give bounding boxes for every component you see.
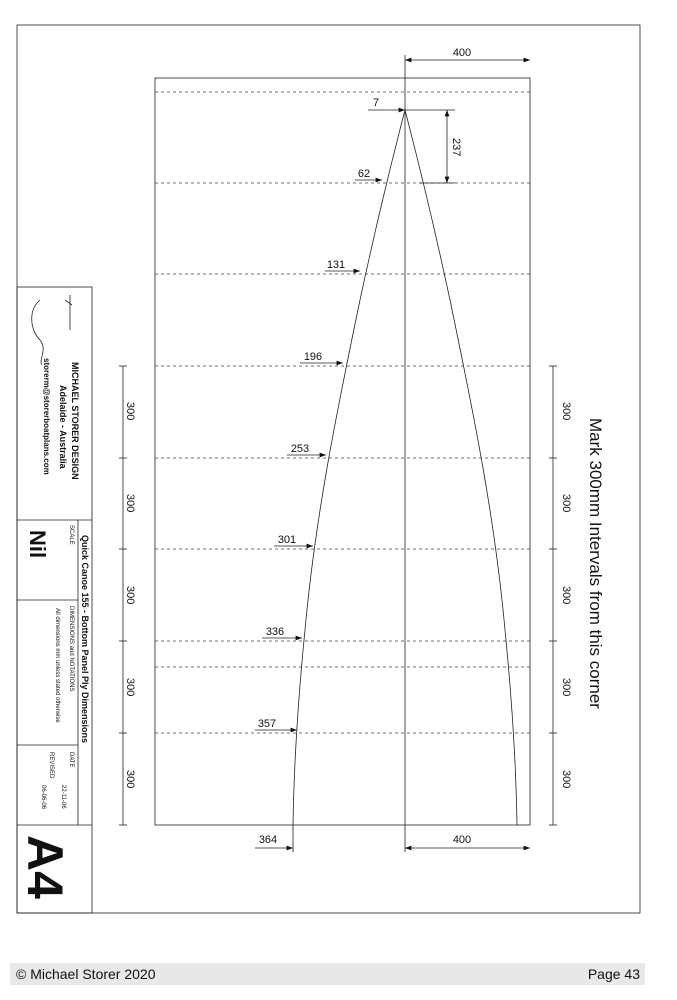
title-block (16, 286, 93, 914)
dimension-label: 237 (450, 138, 462, 156)
revised: 06-06-06 (40, 785, 46, 810)
station-lines (155, 91, 530, 734)
interval-label: 300 (124, 494, 136, 512)
interval-label: 300 (560, 494, 572, 512)
dimension-label: 7 (373, 97, 379, 109)
interval-label: 300 (124, 402, 136, 420)
dimension-label: 131 (327, 259, 345, 271)
dimension-label: 301 (278, 534, 296, 546)
interval-label: 300 (124, 678, 136, 696)
dimension-label: 62 (358, 168, 370, 180)
drawing-title: Quick Canoe 155 - Bottom Panel Ply Dimen… (80, 535, 90, 743)
copyright: © Michael Storer 2020 (16, 966, 156, 982)
page-number: Page 43 (588, 966, 640, 982)
note: Mark 300mm Intervals from this corner (586, 418, 605, 709)
sheet-frame (16, 24, 641, 914)
half-width-dimensions: 62 131 196 253 301 336 357 364 (255, 168, 382, 852)
dimension-label: 400 (453, 834, 471, 846)
scale-label: SCALE (68, 525, 74, 545)
paper-size: A4 (17, 835, 73, 899)
ply-sheet (154, 77, 531, 826)
dimension-label: 336 (266, 626, 284, 638)
dimension-label: 364 (259, 834, 277, 846)
email: storerm@storerboatplans.com (42, 358, 51, 475)
interval-label: 300 (560, 678, 572, 696)
date: 22-11-06 (60, 785, 66, 809)
notes: All dimensions mm unless stated otherwis… (54, 608, 60, 723)
notes-label: DIMENSIONS and NOTATIONS (68, 606, 74, 691)
interval-label: 300 (124, 586, 136, 604)
designer: MICHAEL STORER DESIGN (70, 362, 80, 480)
interval-label: 300 (124, 770, 136, 788)
location: Adelaide - Australia (58, 385, 68, 470)
date-label: DATE (68, 752, 74, 768)
scale: Nil (25, 530, 50, 558)
interval-label: 300 (560, 586, 572, 604)
dimension-label: 196 (304, 351, 322, 363)
dimension-label: 253 (291, 443, 309, 455)
footer-bar (10, 963, 645, 985)
revised-label: REVISED (48, 752, 54, 779)
interval-ticks (119, 365, 557, 826)
dimension-label: 357 (258, 718, 276, 730)
interval-label: 300 (560, 770, 572, 788)
dimension-label: 400 (453, 47, 471, 59)
interval-label: 300 (560, 402, 572, 420)
